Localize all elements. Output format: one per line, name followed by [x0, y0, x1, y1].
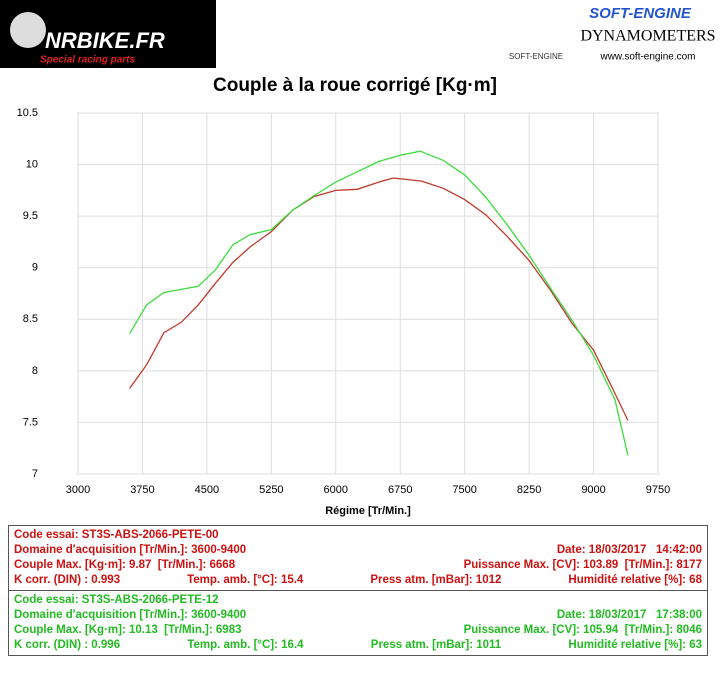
- x-axis-label: Régime [Tr/Min.]: [325, 505, 411, 517]
- info-text: Press atm. [mBar]: 1011: [370, 639, 502, 651]
- left-tagline: Special racing parts: [40, 55, 135, 66]
- info-row: Domaine d'acquisition [Tr/Min.]: 3600-94…: [14, 608, 702, 623]
- info-row: K corr. (DIN) : 0.993 Temp. amb. [°C]: 15…: [14, 573, 702, 588]
- info-text: Couple Max. [Kg·m]: 10.13 [Tr/Min.]: 698…: [14, 624, 242, 636]
- x-tick-label: 7500: [452, 484, 476, 496]
- x-tick-label: 9000: [581, 484, 605, 496]
- info-text: Domaine d'acquisition [Tr/Min.]: 3600-94…: [14, 544, 247, 556]
- y-tick-label: 10.5: [17, 107, 38, 119]
- y-tick-label: 7.5: [23, 416, 38, 428]
- x-tick-label: 6750: [388, 484, 412, 496]
- info-text: Temp. amb. [°C]: 16.4: [187, 639, 304, 651]
- x-tick-label: 9750: [646, 484, 670, 496]
- right-title: DYNAMOMETERS: [580, 28, 715, 45]
- info-text: Date: 18/03/2017 17:38:00: [556, 609, 702, 621]
- plot-area: [77, 112, 659, 475]
- chart: NRBIKE.FR Special racing parts SOFT-ENGI…: [0, 0, 716, 517]
- x-tick-label: 6000: [324, 484, 348, 496]
- info-text: Date: 18/03/2017 14:42:00: [556, 544, 702, 556]
- y-tick-label: 9.5: [23, 210, 38, 222]
- info-row: Code essai: ST3S-ABS-2066-PETE-00: [14, 528, 702, 543]
- info-text: Code essai: ST3S-ABS-2066-PETE-12: [14, 594, 219, 606]
- info-text: K corr. (DIN) : 0.996: [14, 639, 121, 651]
- torque-curve: [129, 150, 629, 456]
- y-tick-label: 8.5: [23, 313, 38, 325]
- info-row: K corr. (DIN) : 0.996 Temp. amb. [°C]: 16…: [14, 638, 702, 653]
- info-text: Humidité relative [%]: 68: [568, 574, 702, 586]
- info-box: Code essai: ST3S-ABS-2066-PETE-00 Domaine…: [8, 525, 708, 591]
- info-text: Domaine d'acquisition [Tr/Min.]: 3600-94…: [14, 609, 247, 621]
- x-tick-label: 8250: [517, 484, 541, 496]
- info-row: Domaine d'acquisition [Tr/Min.]: 3600-94…: [14, 543, 702, 558]
- left-logo: NRBIKE.FR: [45, 28, 165, 53]
- x-tick-label: 4500: [195, 484, 219, 496]
- info-text: Couple Max. [Kg·m]: 9.87 [Tr/Min.]: 6668: [14, 559, 236, 571]
- info-text: Puissance Max. [CV]: 103.89 [Tr/Min.]: 8…: [463, 559, 702, 571]
- torque-curve: [129, 177, 629, 421]
- info-text: Code essai: ST3S-ABS-2066-PETE-00: [14, 529, 219, 541]
- x-tick-label: 3750: [130, 484, 154, 496]
- y-tick-label: 7: [32, 468, 38, 480]
- info-row: Couple Max. [Kg·m]: 9.87 [Tr/Min.]: 6668…: [14, 558, 702, 573]
- info-box: Code essai: ST3S-ABS-2066-PETE-12 Domaine…: [8, 590, 708, 656]
- info-text: Humidité relative [%]: 63: [568, 639, 702, 651]
- right-brand: SOFT-ENGINE: [589, 5, 692, 22]
- right-url: www.soft-engine.com: [599, 52, 695, 63]
- info-text: Puissance Max. [CV]: 105.94 [Tr/Min.]: 8…: [463, 624, 702, 636]
- chart-title: Couple à la roue corrigé [Kg·m]: [213, 75, 497, 96]
- info-row: Code essai: ST3S-ABS-2066-PETE-12: [14, 593, 702, 608]
- info-row: Couple Max. [Kg·m]: 10.13 [Tr/Min.]: 698…: [14, 623, 702, 638]
- x-tick-label: 3000: [66, 484, 90, 496]
- info-text: Temp. amb. [°C]: 15.4: [187, 574, 304, 586]
- right-small: SOFT-ENGINE: [509, 52, 563, 61]
- helmet-icon: [10, 12, 46, 48]
- y-tick-label: 8: [32, 365, 38, 377]
- x-tick-label: 5250: [259, 484, 283, 496]
- info-text: Press atm. [mBar]: 1012: [370, 574, 502, 586]
- info-text: K corr. (DIN) : 0.993: [14, 574, 121, 586]
- y-tick-label: 10: [26, 158, 38, 170]
- y-tick-label: 9: [32, 262, 38, 274]
